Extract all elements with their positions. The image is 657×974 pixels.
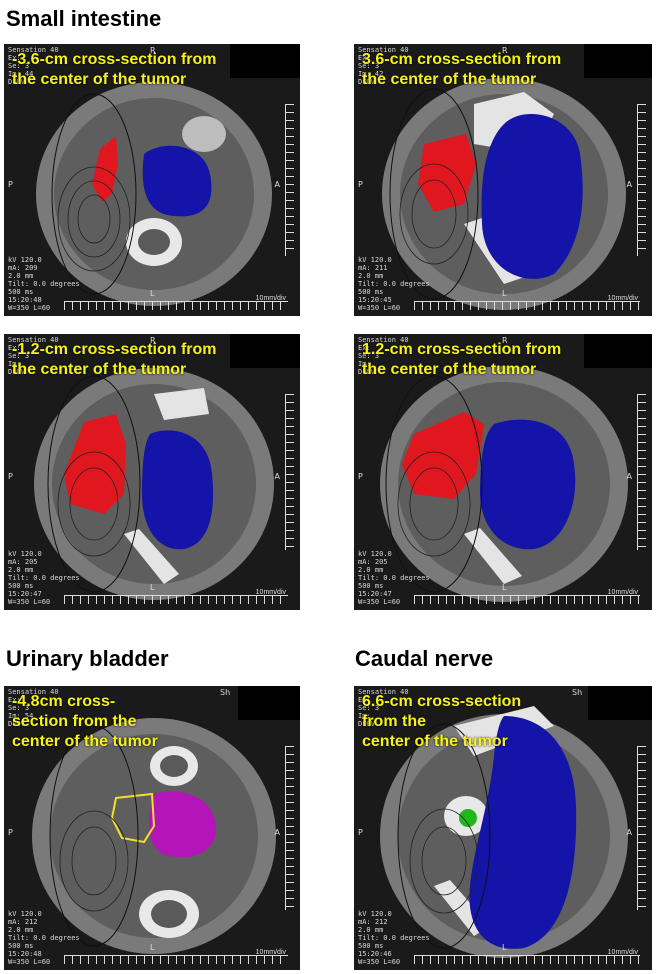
ct-panel-urinary-bladder: Sensation 40 Ex: Se: 3 Im: 54 DFOV -4.8c… — [4, 686, 300, 970]
panel-caption: 3.6-cm cross-section from the center of … — [362, 51, 562, 88]
redaction-box — [230, 44, 300, 78]
ct-panel-minus-1-2: Sensation 40 Ex: Se: 3 Im: DFOV -1.2-cm … — [4, 334, 300, 610]
scan-header-text: Sensation 40 Ex: Se: 3 Im: 44 DFOV — [8, 46, 59, 86]
redaction-box — [230, 334, 300, 368]
scale-label: 10mm/div — [255, 589, 286, 596]
ct-scan-image — [354, 44, 652, 316]
orientation-left: P — [8, 472, 13, 481]
section-title-caudal-nerve: Caudal nerve — [355, 646, 494, 671]
scale-label: 10mm/div — [255, 949, 286, 956]
orientation-right: A — [274, 472, 280, 481]
ct-scan-image — [354, 334, 652, 610]
blue-organ-region — [481, 114, 583, 279]
scan-footer-text: kV 120.0 mA: 211 2.0 mm Tilt: 0.0 degree… — [358, 256, 430, 312]
ct-panel-plus-1-2: Sensation 40 Ex: Se: 3 Im: DFOV 1.2-cm c… — [354, 334, 652, 610]
orientation-right: A — [626, 828, 632, 837]
orientation-left: P — [8, 180, 13, 189]
scan-footer-text: kV 120.0 mA: 205 2.0 mm Tilt: 0.0 degree… — [358, 550, 430, 606]
orientation-bottom: L — [150, 289, 155, 298]
orientation-bottom: L — [502, 583, 507, 592]
scan-header-text: Sensation 40 Ex: Se: 3 Im: 42 DFOV — [358, 46, 409, 86]
ct-panel-caudal-nerve: Sensation 40 Ex: Se: 3 Im: DFOV 6.6-cm c… — [354, 686, 652, 970]
section-title-small-intestine: Small intestine — [6, 6, 162, 31]
panel-caption: -1.2-cm cross-section from the center of… — [12, 341, 217, 378]
panel-caption: -3.6-cm cross-section from the center of… — [12, 51, 217, 88]
redaction-box — [238, 686, 300, 720]
panel-caption: 6.6-cm cross-section from the center of … — [362, 693, 522, 750]
panel-caption: 1.2-cm cross-section from the center of … — [362, 341, 562, 378]
blue-organ-region — [142, 145, 212, 217]
blue-organ-region — [469, 716, 577, 949]
ct-scan-image — [354, 686, 652, 970]
scale-ruler-right — [637, 746, 646, 910]
redaction-box — [584, 44, 652, 78]
scan-header-text: Sensation 40 Ex: Se: 3 Im: 54 DFOV — [8, 688, 59, 728]
scale-label: 10mm/div — [607, 295, 638, 302]
orientation-right: A — [274, 828, 280, 837]
orientation-top: Sh — [572, 688, 583, 697]
orientation-bottom: L — [150, 583, 155, 592]
scale-ruler-bottom — [414, 955, 640, 964]
scale-ruler-bottom — [414, 595, 640, 604]
scan-header-text: Sensation 40 Ex: Se: 3 Im: DFOV — [358, 336, 409, 376]
scale-ruler-bottom — [64, 955, 288, 964]
orientation-left: P — [358, 472, 363, 481]
red-tumor-region — [418, 134, 476, 212]
scale-ruler-right — [637, 394, 646, 550]
ct-scan-image — [4, 686, 300, 970]
orientation-top: R — [502, 336, 508, 345]
scan-header-text: Sensation 40 Ex: Se: 3 Im: DFOV — [8, 336, 59, 376]
redaction-box — [588, 686, 652, 720]
orientation-left: P — [8, 828, 13, 837]
scale-ruler-right — [285, 394, 294, 550]
scale-ruler-right — [285, 104, 294, 256]
orientation-top: R — [502, 46, 508, 55]
ct-scan-image — [4, 334, 300, 610]
orientation-top: R — [150, 46, 156, 55]
red-tumor-region — [64, 414, 126, 514]
bladder-region — [149, 791, 217, 858]
orientation-top: Sh — [220, 688, 231, 697]
orientation-right: A — [626, 472, 632, 481]
scan-footer-text: kV 120.0 mA: 205 2.0 mm Tilt: 0.0 degree… — [8, 550, 80, 606]
redaction-box — [584, 334, 652, 368]
ct-panel-minus-3-6: Sensation 40 Ex: Se: 3 Im: 44 DFOV -3.6-… — [4, 44, 300, 316]
section-title-urinary-bladder: Urinary bladder — [6, 646, 169, 671]
scan-footer-text: kV 120.0 mA: 212 2.0 mm Tilt: 0.0 degree… — [8, 910, 80, 966]
orientation-left: P — [358, 180, 363, 189]
orientation-bottom: L — [502, 289, 507, 298]
orientation-right: A — [274, 180, 280, 189]
ct-panel-plus-3-6: Sensation 40 Ex: Se: 3 Im: 42 DFOV 3.6-c… — [354, 44, 652, 316]
scale-label: 10mm/div — [607, 949, 638, 956]
scale-ruler-right — [637, 104, 646, 256]
scan-footer-text: kV 120.0 mA: 209 2.0 mm Tilt: 0.0 degree… — [8, 256, 80, 312]
orientation-bottom: L — [502, 943, 507, 952]
scan-header-text: Sensation 40 Ex: Se: 3 Im: DFOV — [358, 688, 409, 728]
scale-ruler-bottom — [64, 595, 288, 604]
orientation-top: R — [150, 336, 156, 345]
blue-organ-region — [479, 419, 576, 550]
scale-label: 10mm/div — [607, 589, 638, 596]
red-tumor-region — [402, 412, 484, 499]
orientation-right: A — [626, 180, 632, 189]
scale-label: 10mm/div — [255, 295, 286, 302]
orientation-bottom: L — [150, 943, 155, 952]
ct-scan-image — [4, 44, 300, 316]
blue-organ-region — [142, 430, 214, 550]
scan-footer-text: kV 120.0 mA: 212 2.0 mm Tilt: 0.0 degree… — [358, 910, 430, 966]
scale-ruler-bottom — [64, 301, 288, 310]
nerve-region — [459, 809, 477, 827]
scale-ruler-right — [285, 746, 294, 910]
orientation-left: P — [358, 828, 363, 837]
scale-ruler-bottom — [414, 301, 640, 310]
panel-caption: -4.8cm cross- section from the center of… — [12, 693, 158, 750]
